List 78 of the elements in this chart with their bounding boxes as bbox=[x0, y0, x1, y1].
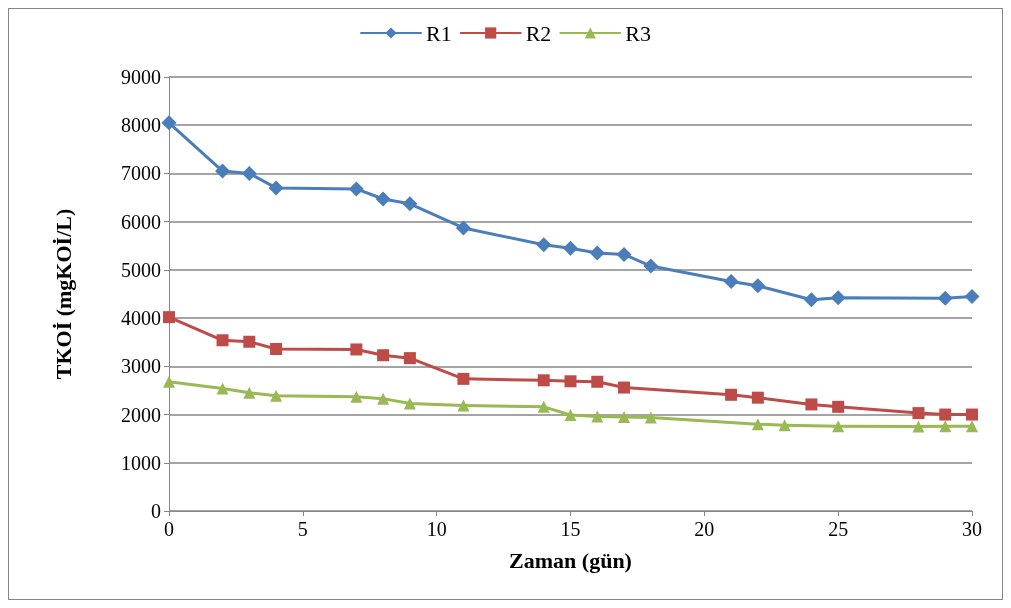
point bbox=[455, 220, 471, 236]
point bbox=[832, 420, 845, 433]
x-axis-title: Zaman (gün) bbox=[509, 547, 632, 573]
point bbox=[750, 278, 766, 294]
point bbox=[457, 399, 470, 412]
point bbox=[216, 382, 229, 395]
point bbox=[375, 191, 391, 207]
point bbox=[350, 343, 363, 356]
point bbox=[163, 375, 175, 388]
point bbox=[966, 420, 978, 433]
point bbox=[644, 411, 657, 424]
point bbox=[643, 258, 659, 274]
point bbox=[751, 418, 764, 431]
x-tick-label: 30 bbox=[962, 518, 982, 540]
y-tick-label: 5000 bbox=[121, 258, 161, 281]
point bbox=[616, 246, 632, 262]
y-tick-label: 3000 bbox=[121, 355, 161, 378]
point bbox=[618, 410, 631, 423]
point bbox=[350, 390, 363, 403]
point bbox=[348, 181, 364, 197]
legend-label: R2 bbox=[525, 20, 552, 46]
x-tick-label: 10 bbox=[426, 518, 447, 540]
point bbox=[591, 410, 604, 423]
legend-label: R3 bbox=[625, 20, 652, 46]
point bbox=[589, 245, 605, 261]
point bbox=[403, 397, 416, 410]
y-tick-label: 8000 bbox=[121, 114, 161, 137]
x-tick-label: 15 bbox=[560, 518, 581, 540]
point bbox=[536, 237, 552, 253]
point bbox=[402, 196, 418, 212]
point bbox=[803, 292, 819, 308]
point bbox=[805, 398, 818, 411]
point bbox=[751, 391, 764, 404]
point bbox=[725, 388, 738, 401]
point bbox=[215, 163, 231, 179]
y-tick-label: 4000 bbox=[121, 307, 161, 330]
point bbox=[377, 349, 390, 362]
point bbox=[939, 420, 952, 433]
y-tick-label: 6000 bbox=[121, 210, 161, 233]
y-tick-label: 0 bbox=[151, 500, 161, 522]
point bbox=[563, 240, 578, 256]
point bbox=[268, 180, 284, 196]
point bbox=[939, 408, 952, 421]
point bbox=[912, 407, 925, 420]
point bbox=[937, 290, 953, 306]
y-tick-label: 7000 bbox=[121, 162, 161, 185]
point bbox=[377, 392, 390, 405]
point bbox=[966, 408, 978, 421]
point bbox=[591, 375, 604, 388]
point bbox=[832, 400, 845, 413]
point bbox=[270, 342, 283, 355]
point bbox=[241, 165, 257, 181]
point bbox=[830, 290, 846, 306]
point bbox=[723, 273, 739, 289]
y-axis-title: TKOİ (mgKOİ/L) bbox=[50, 208, 76, 380]
x-tick-label: 25 bbox=[828, 518, 849, 540]
y-tick-label: 9000 bbox=[121, 66, 161, 88]
point bbox=[964, 288, 980, 304]
point bbox=[778, 419, 791, 432]
y-tick-label: 1000 bbox=[121, 451, 161, 474]
point bbox=[243, 386, 256, 399]
point bbox=[912, 420, 925, 433]
point bbox=[216, 334, 229, 347]
legend-label: R1 bbox=[425, 20, 452, 46]
x-tick-label: 5 bbox=[297, 518, 308, 540]
x-tick-label: 20 bbox=[694, 518, 715, 540]
point bbox=[163, 311, 175, 324]
point bbox=[243, 335, 256, 348]
point bbox=[457, 372, 470, 385]
point bbox=[270, 389, 283, 402]
point bbox=[161, 115, 177, 131]
point bbox=[564, 375, 577, 388]
y-tick-label: 2000 bbox=[121, 403, 161, 426]
point bbox=[403, 352, 416, 365]
point bbox=[564, 409, 577, 422]
point bbox=[537, 374, 550, 387]
point bbox=[537, 400, 550, 413]
point bbox=[618, 381, 631, 394]
